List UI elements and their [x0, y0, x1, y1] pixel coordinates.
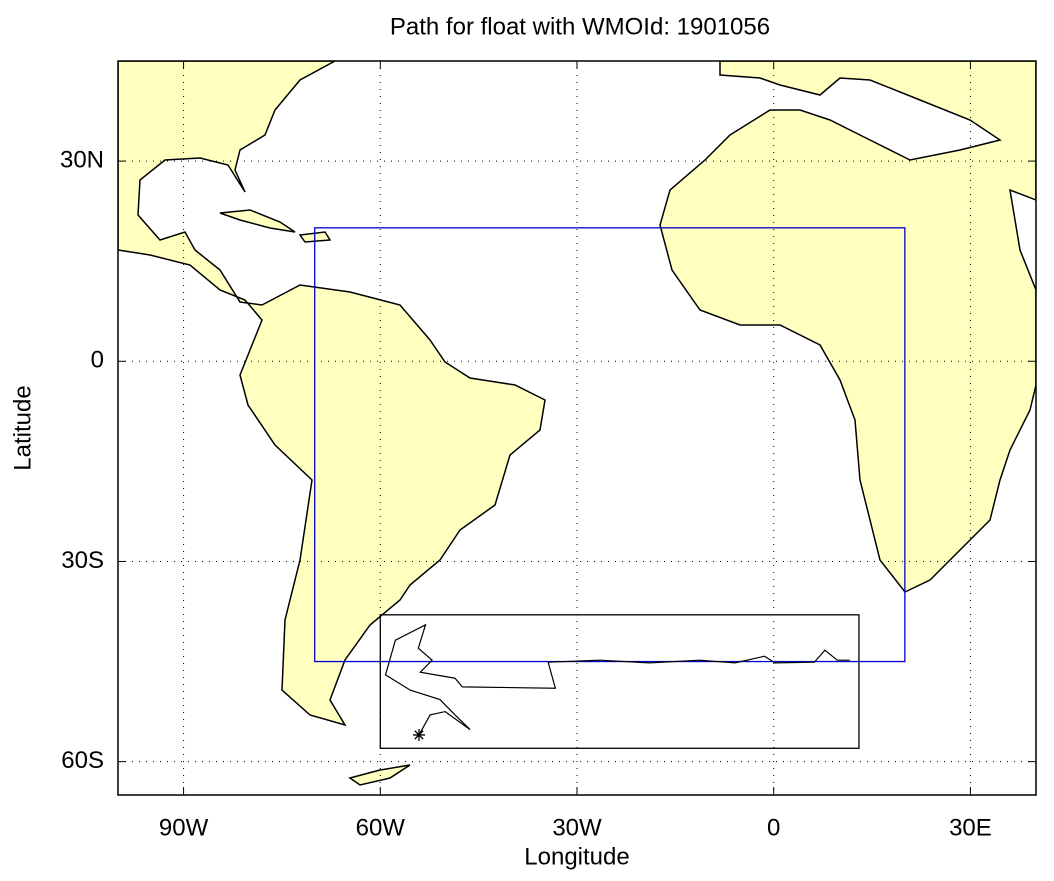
y-tick-label: 0	[91, 347, 104, 374]
land-layer	[118, 61, 1036, 786]
x-tick-label: 60W	[356, 814, 406, 841]
land	[219, 209, 296, 233]
x-tick-label: 30W	[552, 814, 602, 841]
y-tick-label: 60S	[61, 747, 104, 774]
y-tick-label: 30N	[60, 146, 104, 173]
land	[659, 61, 1036, 593]
x-axis-label: Longitude	[524, 843, 629, 870]
region-box	[379, 614, 860, 749]
region-box	[314, 227, 906, 663]
y-tick-label: 30S	[61, 547, 104, 574]
y-axis-label: Latitude	[9, 385, 36, 470]
float-track	[384, 623, 850, 736]
start-marker	[412, 728, 425, 741]
x-tick-label: 30E	[949, 814, 992, 841]
x-tick-label: 0	[767, 814, 780, 841]
chart-title: Path for float with WMOId: 1901056	[390, 13, 770, 40]
x-tick-label: 90W	[159, 814, 209, 841]
land	[118, 61, 546, 727]
